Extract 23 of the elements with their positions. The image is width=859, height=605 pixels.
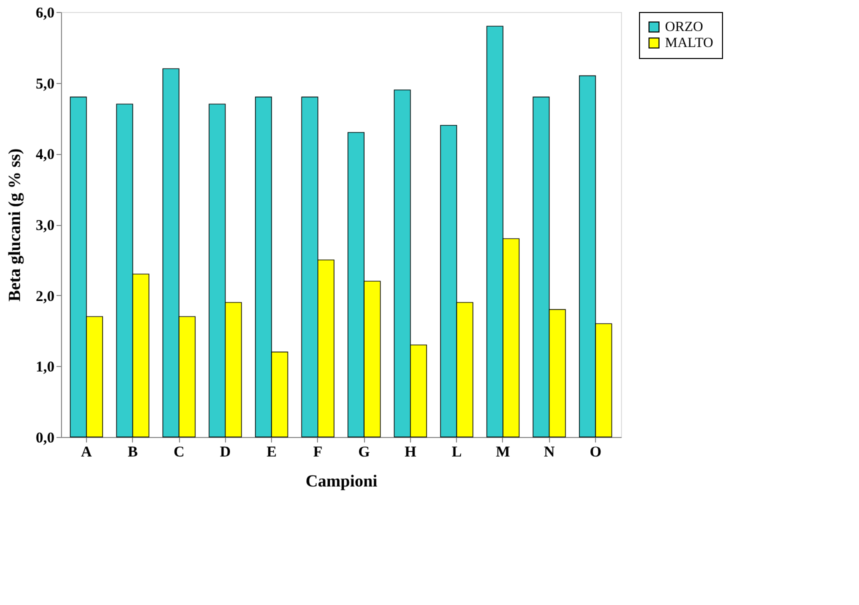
x-tick-label: H: [404, 444, 417, 460]
legend-label: MALTO: [665, 36, 714, 51]
y-tick-label: 0,0: [36, 430, 54, 446]
x-tick-label: C: [174, 444, 184, 460]
x-tick-label: F: [313, 444, 322, 460]
legend-label: ORZO: [665, 20, 704, 35]
x-tick-label: B: [128, 444, 138, 460]
y-tick-label: 1,0: [36, 360, 54, 376]
y-tick-label: 4,0: [36, 147, 54, 164]
x-tick-label: N: [544, 444, 555, 460]
y-axis-title: Beta glucani (g % ss): [4, 148, 24, 302]
x-axis-title: Campioni: [306, 472, 378, 490]
y-tick-label: 2,0: [36, 288, 54, 305]
x-tick-label: A: [81, 444, 92, 460]
x-tick-label: L: [452, 444, 462, 460]
y-tick-label: 6,0: [36, 6, 54, 22]
x-tick-label: E: [266, 444, 277, 460]
x-tick-label: D: [220, 444, 231, 460]
y-tick-label: 5,0: [36, 76, 54, 92]
x-tick-label: G: [358, 444, 370, 460]
x-tick-label: M: [496, 444, 510, 460]
y-tick-label: 3,0: [36, 218, 54, 234]
x-tick-label: O: [590, 444, 602, 460]
